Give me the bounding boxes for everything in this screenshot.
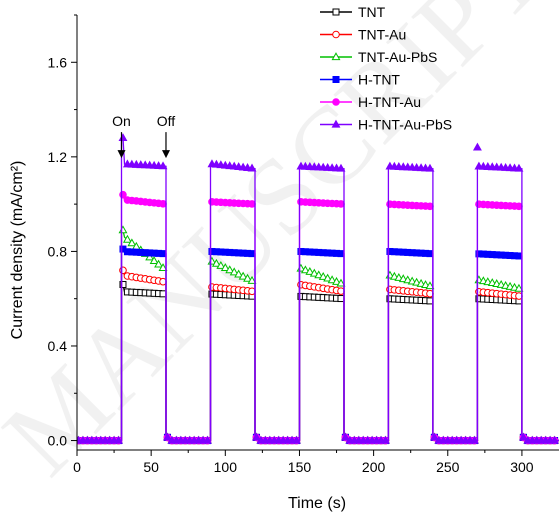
watermark: MANUSCRIPT bbox=[0, 0, 559, 498]
data-point bbox=[427, 251, 433, 257]
watermark-text: MANUSCRIPT bbox=[0, 0, 559, 498]
data-point bbox=[119, 134, 126, 140]
legend-label: H-TNT bbox=[358, 72, 400, 88]
legend-label: H-TNT-Au bbox=[358, 94, 421, 110]
y-axis-label: Current density (mA/cm²) bbox=[9, 161, 26, 340]
legend-label: TNT bbox=[358, 4, 386, 20]
y-tick-label: 1.6 bbox=[48, 54, 68, 70]
y-tick-label: 0.4 bbox=[48, 338, 68, 354]
x-tick-label: 150 bbox=[288, 459, 312, 475]
data-point bbox=[338, 288, 345, 295]
data-point bbox=[160, 278, 167, 285]
y-tick-label: 0.8 bbox=[48, 243, 68, 259]
data-point bbox=[160, 291, 166, 297]
data-point bbox=[333, 9, 339, 15]
data-point bbox=[338, 296, 344, 302]
legend-label: H-TNT-Au-PbS bbox=[358, 117, 452, 133]
x-tick-label: 250 bbox=[436, 459, 460, 475]
data-point bbox=[427, 298, 433, 304]
data-point bbox=[516, 253, 522, 259]
legend-label: TNT-Au-PbS bbox=[358, 49, 437, 65]
data-point bbox=[333, 99, 340, 106]
annotation-off: Off bbox=[157, 113, 176, 129]
y-tick-label: 0.0 bbox=[48, 433, 68, 449]
data-point bbox=[120, 267, 127, 274]
annotation-on: On bbox=[112, 113, 131, 129]
data-point bbox=[333, 31, 340, 38]
data-point bbox=[249, 288, 256, 295]
y-tick-label: 1.2 bbox=[48, 149, 68, 165]
data-point bbox=[333, 77, 339, 83]
data-point bbox=[160, 201, 167, 208]
data-point bbox=[249, 201, 256, 208]
arrow-head-icon bbox=[162, 150, 170, 158]
data-point bbox=[119, 226, 126, 232]
x-tick-label: 100 bbox=[214, 459, 238, 475]
x-axis-label: Time (s) bbox=[288, 495, 346, 512]
x-tick-label: 200 bbox=[362, 459, 386, 475]
data-point bbox=[338, 251, 344, 257]
x-tick-label: 300 bbox=[510, 459, 534, 475]
x-tick-label: 0 bbox=[73, 459, 81, 475]
data-point bbox=[474, 144, 481, 150]
annotations: On Off bbox=[112, 113, 175, 158]
data-point bbox=[338, 201, 345, 208]
data-point bbox=[249, 251, 255, 257]
x-tick-label: 50 bbox=[143, 459, 159, 475]
legend-label: TNT-Au bbox=[358, 27, 406, 43]
data-point bbox=[160, 251, 166, 257]
